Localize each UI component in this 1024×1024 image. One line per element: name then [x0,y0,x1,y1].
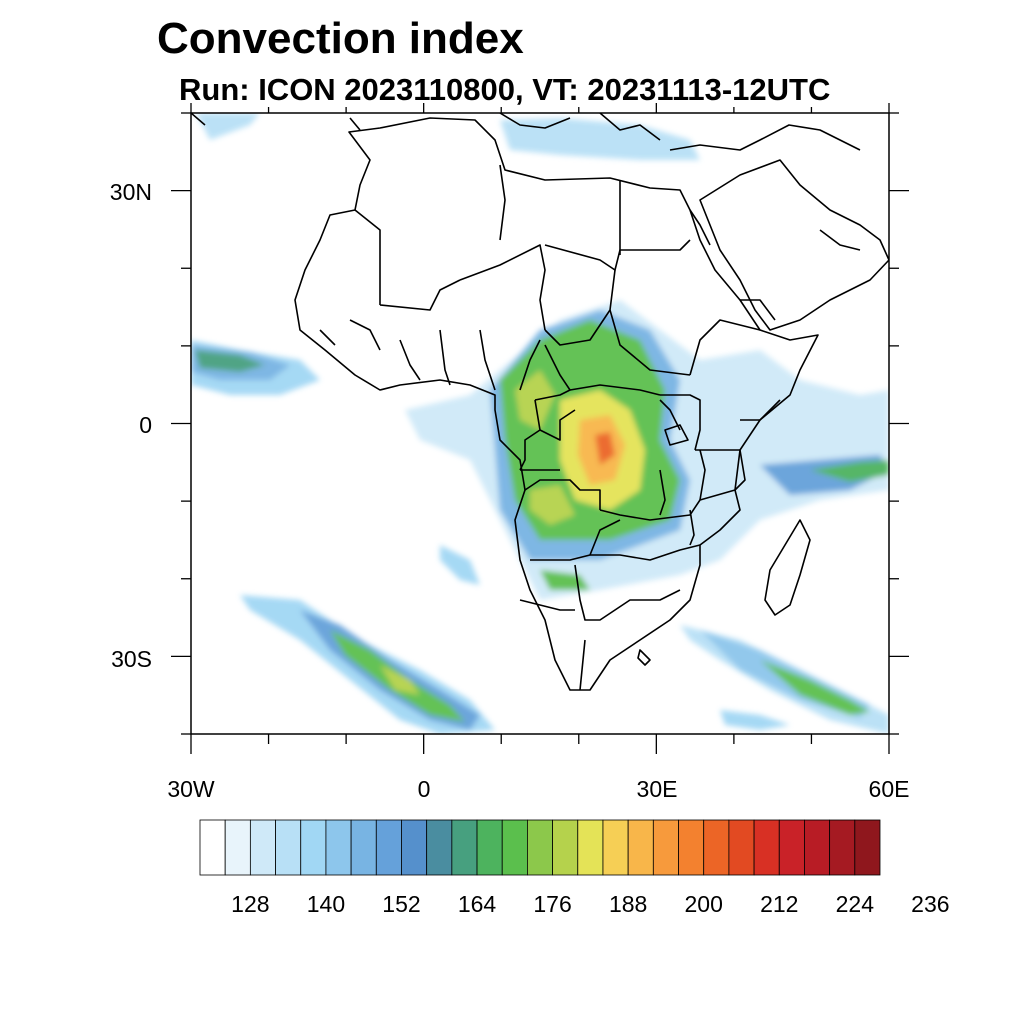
lon-label-30w: 30W [167,776,215,802]
colorbar-swatch [375,819,402,876]
colorbar-swatch [728,819,755,876]
lon-label-0: 0 [418,776,431,802]
colorbar-swatch [753,819,780,876]
colorbar-swatch [451,819,478,876]
colorbar [199,819,881,876]
colorbar-tick-label: 152 [382,891,420,917]
colorbar-tick-label: 212 [760,891,798,917]
colorbar-tick-label: 140 [307,891,345,917]
lon-label-30e: 30E [637,776,678,802]
colorbar-tick-label: 176 [533,891,571,917]
axis-ticks [171,103,909,754]
colorbar-tick-label: 188 [609,891,647,917]
coastlines [191,113,889,691]
colorbar-swatch [501,819,528,876]
chart-title: Convection index [157,14,524,63]
colorbar-swatch [678,819,705,876]
colorbar-swatch [249,819,276,876]
lat-label-30s: 30S [111,646,152,672]
lon-label-60e: 60E [869,776,910,802]
colorbar-tick-label: 200 [685,891,723,917]
colorbar-swatch [778,819,805,876]
colorbar-swatch [350,819,377,876]
colorbar-swatch [325,819,352,876]
colorbar-swatch [552,819,579,876]
lat-label-0: 0 [139,412,152,438]
colorbar-swatch [703,819,730,876]
colorbar-swatch [854,819,881,876]
colorbar-swatch [804,819,831,876]
colorbar-tick-label: 128 [231,891,269,917]
colorbar-labels: 128 140 152 164 176 188 200 212 224 236 [231,891,949,917]
chart-subtitle: Run: ICON 2023110800, VT: 20231113-12UTC [179,72,831,107]
colorbar-swatch [300,819,327,876]
colorbar-swatch [602,819,629,876]
colorbar-tick-label: 164 [458,891,497,917]
colorbar-swatch [527,819,553,876]
colorbar-swatch [426,819,453,876]
colorbar-swatch [829,819,856,876]
colorbar-tick-label: 236 [911,891,949,917]
colorbar-swatch [401,819,428,876]
lat-label-30n: 30N [110,179,152,205]
colorbar-swatch [652,819,679,876]
colorbar-swatch [275,819,302,876]
colorbar-tick-label: 224 [836,891,875,917]
colorbar-swatch [627,819,654,876]
colorbar-swatch [199,819,226,876]
colorbar-swatch [224,819,251,876]
colorbar-swatch [577,819,604,876]
colorbar-swatch [476,819,503,876]
convection-field [191,113,889,734]
